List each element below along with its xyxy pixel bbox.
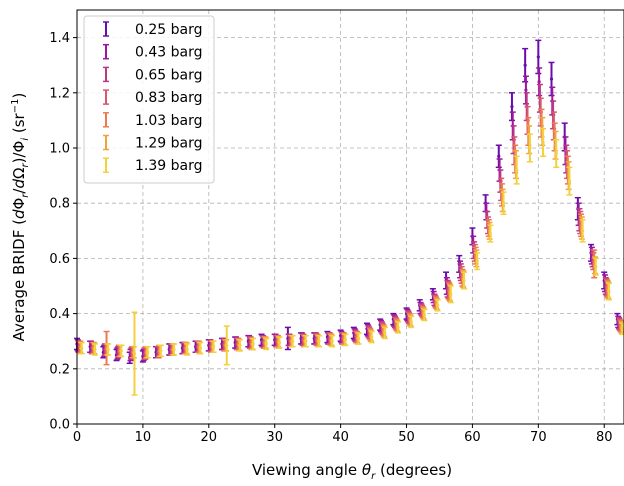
data-point: [396, 325, 400, 329]
data-point: [536, 55, 540, 59]
legend-label: 0.83 barg: [135, 90, 202, 106]
legend-label: 0.43 barg: [135, 45, 202, 61]
data-point: [185, 347, 189, 352]
legend: 0.25 barg 0.43 barg 0.65 barg 0.83 barg 1.03…: [83, 15, 215, 184]
y-tick-label: 0.2: [49, 362, 70, 377]
data-point: [277, 340, 282, 345]
data-point: [501, 201, 506, 205]
data-point: [159, 349, 163, 353]
data-point: [462, 278, 466, 283]
x-tick-label: 60: [464, 430, 481, 445]
data-point: [80, 346, 84, 350]
plot-area-frame: [76, 9, 624, 425]
data-point: [515, 168, 519, 172]
data-point: [409, 320, 413, 324]
series-1-39-barg: [78, 127, 624, 396]
data-point: [198, 346, 202, 350]
x-tick-label: 20: [201, 430, 218, 445]
data-point: [132, 352, 137, 356]
legend-label: 0.65 barg: [135, 67, 202, 83]
y-axis-label: Average BRIDF (dΦr/dΩr)/Φi (sr−1): [10, 93, 31, 342]
x-tick-label: 50: [398, 430, 415, 445]
legend-entry: 0.25 barg: [103, 21, 202, 38]
y-tick-label: 1.4: [49, 31, 70, 46]
y-tick-label: 1.2: [49, 86, 70, 101]
legend-label: 1.39 barg: [135, 158, 202, 174]
legend-entry: 1.39 barg: [103, 157, 202, 174]
data-point: [146, 350, 150, 354]
data-point: [356, 336, 361, 341]
data-point: [251, 342, 255, 346]
data-point: [238, 343, 242, 347]
data-point: [317, 339, 321, 343]
x-tick-label: 40: [332, 430, 349, 445]
data-point: [264, 342, 268, 346]
data-point: [523, 63, 527, 67]
legend-entry: 0.43 barg: [103, 43, 202, 61]
x-tick-label: 70: [530, 430, 547, 445]
data-point: [449, 292, 453, 296]
data-point: [291, 339, 295, 343]
x-tick-label: 0: [73, 430, 81, 445]
data-point: [211, 345, 216, 349]
legend-label: 1.29 barg: [135, 136, 202, 152]
data-point: [304, 339, 308, 343]
legend-entry: 0.65 barg: [103, 66, 202, 83]
y-tick-label: 1.0: [49, 142, 70, 157]
legend-entry: 0.83 barg: [103, 89, 202, 106]
data-point: [497, 154, 501, 158]
data-point: [528, 146, 532, 150]
data-point: [475, 259, 479, 263]
data-point: [554, 151, 558, 156]
data-series: [74, 39, 624, 396]
data-point: [607, 289, 611, 294]
data-point: [370, 335, 374, 339]
x-tick-label: 80: [596, 430, 613, 445]
legend-entry: 1.29 barg: [103, 134, 202, 152]
data-point: [524, 88, 528, 92]
data-point: [106, 347, 110, 352]
legend-label: 1.03 barg: [135, 113, 202, 129]
y-tick-label: 0.4: [49, 307, 70, 322]
x-tick-label: 10: [135, 430, 152, 445]
data-point: [620, 327, 624, 331]
data-point: [567, 179, 572, 183]
x-axis-label: Viewing angle θr (degrees): [252, 461, 452, 482]
data-point: [537, 80, 541, 84]
data-point: [93, 347, 97, 352]
data-point: [225, 343, 229, 347]
data-point: [383, 331, 387, 335]
axis-ticks: 0 10 20 30 40 50 60 70 80 0.0 0.2 0.4 0.6 0.8 1.0 1.2 1.…: [49, 31, 612, 445]
data-point: [594, 265, 598, 269]
y-tick-label: 0.0: [49, 418, 70, 433]
x-tick-label: 30: [266, 430, 283, 445]
data-point: [119, 349, 123, 353]
data-point: [541, 140, 545, 145]
data-point: [581, 229, 585, 233]
y-tick-label: 0.6: [49, 252, 70, 267]
legend-entry: 1.03 barg: [103, 112, 202, 129]
data-point: [488, 231, 492, 236]
data-point: [172, 347, 176, 352]
data-point: [330, 339, 334, 343]
y-tick-label: 0.8: [49, 197, 70, 212]
legend-label: 0.25 barg: [135, 22, 202, 38]
data-point: [343, 338, 347, 342]
legend-box: [83, 15, 215, 184]
data-point: [510, 105, 514, 109]
data-point: [549, 77, 554, 81]
data-point: [436, 303, 440, 307]
data-point: [422, 313, 427, 317]
